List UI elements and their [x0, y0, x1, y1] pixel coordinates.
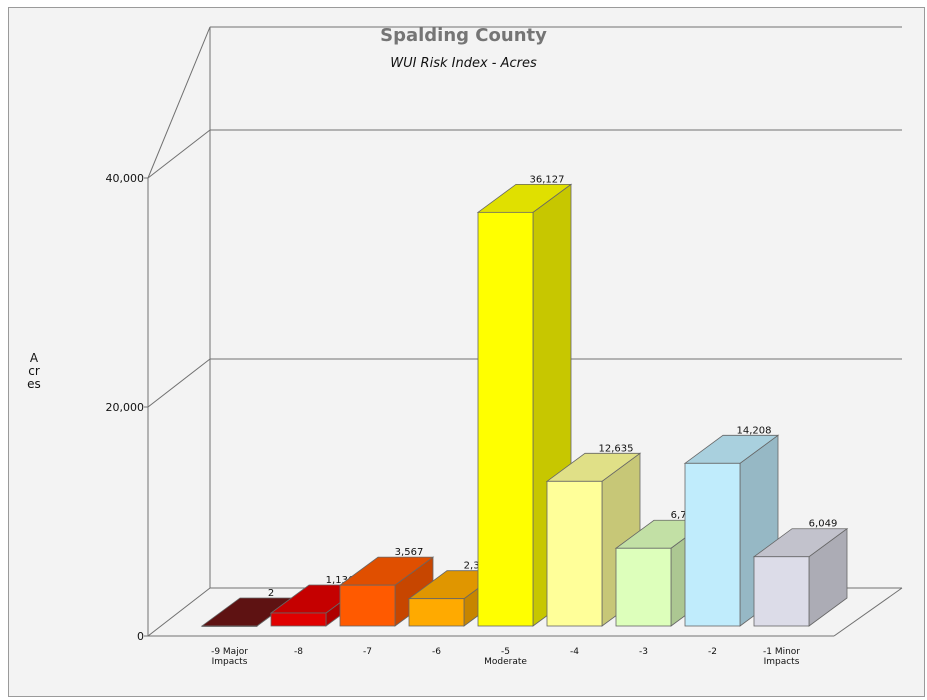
bar-front-face — [201, 625, 258, 627]
bar-value-label: 1,136 — [326, 575, 355, 586]
x-tick-label: -7 — [363, 647, 372, 657]
bar-value-label: 14,208 — [737, 425, 772, 436]
bar-value-label: 12,635 — [599, 443, 634, 454]
bar-value-label: 2 — [268, 588, 274, 599]
x-tick-label: -9 Major — [211, 647, 248, 657]
x-tick-label: Moderate — [484, 657, 527, 667]
x-tick-label: -6 — [432, 647, 441, 657]
bar — [338, 556, 435, 627]
bar-front-face — [546, 480, 603, 627]
floor-right-edge — [833, 587, 903, 637]
x-tick-label: -8 — [294, 647, 303, 657]
x-tick-label: Impacts — [212, 657, 248, 667]
bar-value-label: 6,049 — [809, 519, 838, 530]
floor-left-edge — [147, 587, 211, 637]
y-axis-label: Acres — [27, 351, 41, 391]
bar — [752, 527, 849, 627]
chart-subtitle: WUI Risk Index - Acres — [390, 56, 537, 71]
bar — [545, 452, 642, 627]
x-tick-label: -1 Minor — [763, 647, 800, 657]
chart-title: Spalding County — [380, 25, 547, 46]
x-tick-label: -2 — [708, 647, 717, 657]
gridline-side — [147, 129, 211, 179]
bar-front-face — [270, 612, 327, 627]
bar-value-label: 3,567 — [395, 547, 424, 558]
gridline-side — [147, 358, 211, 408]
x-tick-label: Impacts — [764, 657, 800, 667]
x-tick-label: -3 — [639, 647, 648, 657]
y-tick-label: 0 — [137, 630, 144, 643]
bar-front-face — [615, 547, 672, 627]
y-tick-label: 40,000 — [106, 172, 145, 185]
x-tick-label: -4 — [570, 647, 579, 657]
bar-front-face — [684, 462, 741, 627]
bar-front-face — [753, 556, 810, 627]
bar-front-face — [408, 598, 465, 627]
bar-value-label: 36,127 — [530, 174, 565, 185]
y-tick-label: 20,000 — [106, 401, 145, 414]
x-tick-label: -5 — [501, 647, 510, 657]
bar-front-face — [477, 211, 534, 627]
side-wall-top-edge — [147, 26, 211, 179]
bar-front-face — [339, 584, 396, 627]
